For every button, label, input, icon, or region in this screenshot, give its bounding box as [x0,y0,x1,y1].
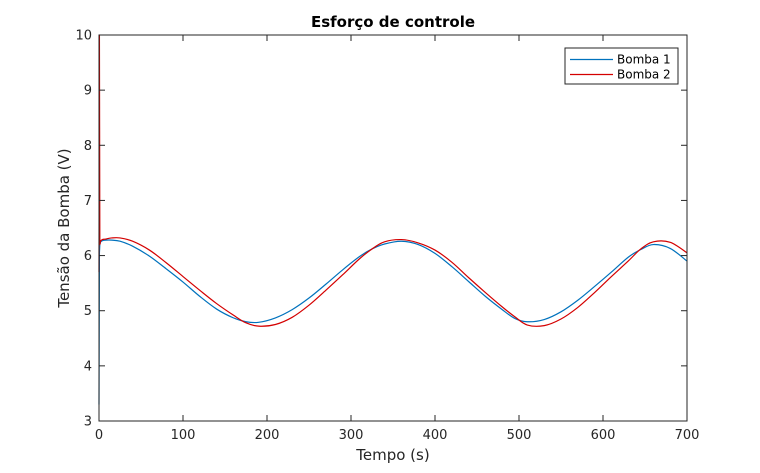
y-axis: 3 4 5 6 7 8 9 10 [75,29,687,430]
y-tick-label: 5 [84,304,92,319]
y-tick-label: 9 [84,84,92,99]
x-tick-label: 400 [423,428,448,443]
legend: Bomba 1 Bomba 2 [564,47,679,85]
series-layer [98,34,688,405]
x-tick-label: 200 [255,428,280,443]
chart-title: Esforço de controle [311,13,475,31]
x-tick-label: 0 [95,428,103,443]
y-axis-label: Tensão da Bomba (V) [55,148,73,308]
x-tick-label: 500 [507,428,532,443]
plot-area [99,35,687,421]
y-tick-label: 4 [84,359,92,374]
axes-box [98,34,688,422]
y-tick-label: 3 [84,415,92,430]
legend-label-bomba-2: Bomba 2 [617,68,671,82]
x-axis: 0 100 200 300 400 500 600 700 [95,35,700,443]
y-tick-label: 6 [84,249,92,264]
y-tick-label: 8 [84,139,92,154]
series-line-bomba-2 [98,34,688,327]
x-axis-label: Tempo (s) [355,446,429,464]
x-tick-label: 600 [591,428,616,443]
legend-box [564,47,679,85]
x-tick-label: 100 [171,428,196,443]
y-tick-label: 7 [84,194,92,209]
legend-label-bomba-1: Bomba 1 [617,53,671,67]
x-tick-label: 700 [675,428,700,443]
x-tick-label: 300 [339,428,364,443]
y-tick-label: 10 [75,29,92,44]
